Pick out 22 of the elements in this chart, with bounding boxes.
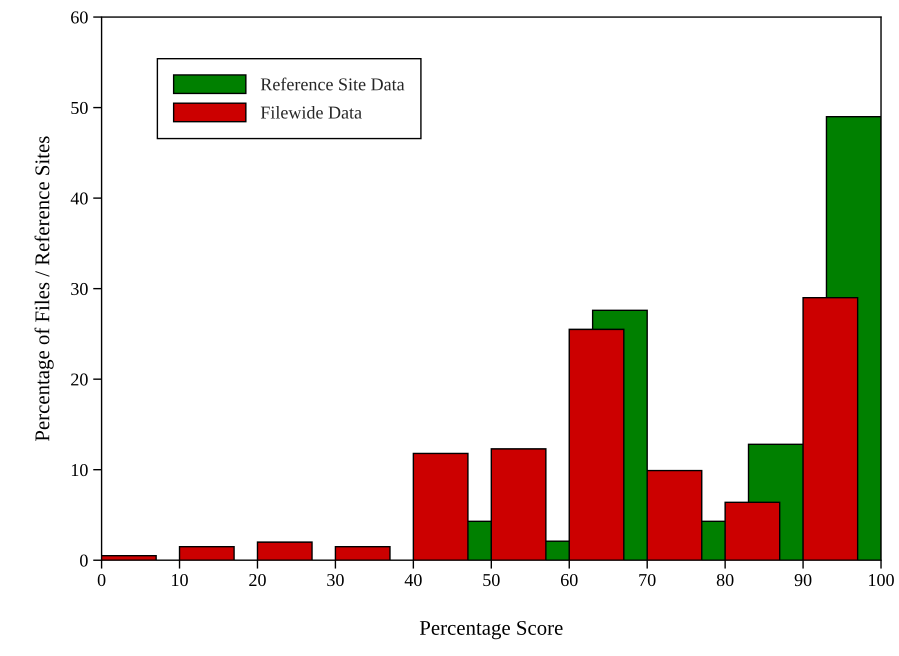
x-tick-label: 40	[404, 574, 422, 586]
legend-label: Filewide Data	[260, 106, 362, 119]
x-tick-label: 100	[869, 574, 894, 586]
y-tick-label: 60	[71, 11, 88, 24]
x-tick-label: 0	[98, 574, 106, 586]
y-tick-label: 40	[70, 192, 88, 205]
y-axis-title: Percentage of Files / Reference Sites	[34, 136, 54, 442]
x-tick-label: 20	[249, 574, 266, 586]
x-tick-label: 30	[327, 574, 344, 586]
x-tick-label: 90	[794, 574, 812, 586]
x-tick-label: 10	[172, 574, 188, 586]
y-tick-label: 20	[71, 373, 88, 386]
x-axis-title: Percentage Score	[420, 620, 563, 640]
x-tick-label: 50	[483, 574, 500, 586]
x-tick-label: 70	[639, 574, 656, 586]
y-tick-label: 0	[80, 554, 88, 567]
y-tick-label: 10	[72, 464, 88, 476]
x-tick-label: 60	[560, 574, 578, 586]
legend-label: Reference Site Data	[260, 78, 404, 90]
x-tick-label: 80	[716, 574, 734, 586]
y-tick-label: 30	[71, 282, 88, 296]
y-tick-label: 50	[71, 102, 88, 114]
